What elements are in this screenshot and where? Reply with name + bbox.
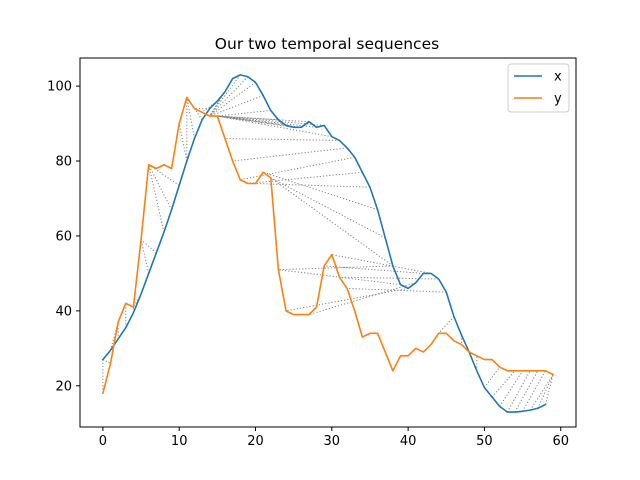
alignment-line-22 xyxy=(209,81,256,117)
alignment-line-14 xyxy=(186,97,195,139)
alignment-line-53 xyxy=(484,366,501,388)
alignment-line-34 xyxy=(232,147,348,162)
alignment-line-21 xyxy=(209,76,249,117)
alignment-line-47 xyxy=(339,276,439,280)
alignment-line-10 xyxy=(148,164,173,210)
chart-title: Our two temporal sequences xyxy=(215,35,439,53)
alignment-line-23 xyxy=(209,94,264,117)
x-axis: 0 10 20 30 40 50 60 xyxy=(99,427,569,449)
alignment-line-8 xyxy=(140,239,157,254)
alignment-line-40 xyxy=(270,177,394,267)
y-tick-label-100: 100 xyxy=(47,80,72,95)
y-tick-label-40: 40 xyxy=(55,304,72,319)
series-lines xyxy=(101,74,555,413)
alignment-line-35 xyxy=(240,156,355,181)
alignment-line-55 xyxy=(499,370,524,407)
alignment-line-43 xyxy=(285,287,409,312)
alignment-line-28 xyxy=(217,115,302,128)
x-tick-label-60: 60 xyxy=(552,434,569,449)
alignment-line-57 xyxy=(514,370,539,413)
alignment-line-12 xyxy=(178,123,188,162)
alignment-line-46 xyxy=(331,254,432,274)
x-tick-label-20: 20 xyxy=(247,434,264,449)
alignment-line-54 xyxy=(491,370,516,398)
alignment-line-58 xyxy=(522,370,546,412)
y-tick-label-60: 60 xyxy=(55,229,72,244)
alignment-line-32 xyxy=(217,115,332,138)
alignment-line-59 xyxy=(529,374,554,411)
alignment-line-45 xyxy=(324,265,424,274)
alignment-line-7 xyxy=(140,239,150,274)
y-tick-label-20: 20 xyxy=(55,379,72,394)
alignment-line-44 xyxy=(308,282,416,316)
legend-label-x: x xyxy=(554,70,562,85)
x-tick-label-50: 50 xyxy=(476,434,493,449)
alignment-line-61 xyxy=(544,374,554,405)
y-tick-label-80: 80 xyxy=(55,155,72,170)
alignment-line-48 xyxy=(347,287,447,293)
alignment-line-1 xyxy=(102,359,111,364)
alignment-line-25 xyxy=(217,115,279,121)
legend: xy xyxy=(507,63,570,113)
alignment-line-20 xyxy=(209,74,241,117)
series-line-x xyxy=(101,74,547,413)
x-tick-label-0: 0 xyxy=(99,434,107,449)
alignment-lines xyxy=(102,74,554,413)
alignment-line-33 xyxy=(224,138,340,141)
series-line-y xyxy=(101,96,555,395)
alignment-line-30 xyxy=(217,115,317,128)
alignment-line-26 xyxy=(217,115,287,126)
plot-frame xyxy=(79,57,577,428)
alignment-line-9 xyxy=(148,164,165,233)
alignment-line-29 xyxy=(217,115,309,123)
legend-label-y: y xyxy=(554,92,562,107)
x-tick-label-40: 40 xyxy=(400,434,417,449)
alignment-line-56 xyxy=(506,370,531,413)
alignment-line-38 xyxy=(262,171,378,211)
x-tick-label-30: 30 xyxy=(324,434,341,449)
y-axis: 20 40 60 80 100 xyxy=(47,80,80,394)
x-tick-label-10: 10 xyxy=(171,434,188,449)
alignment-line-37 xyxy=(255,182,370,188)
alignment-line-39 xyxy=(270,177,386,239)
alignment-line-6 xyxy=(132,293,142,308)
alignment-line-24 xyxy=(217,109,271,117)
alignment-line-49 xyxy=(438,316,455,334)
